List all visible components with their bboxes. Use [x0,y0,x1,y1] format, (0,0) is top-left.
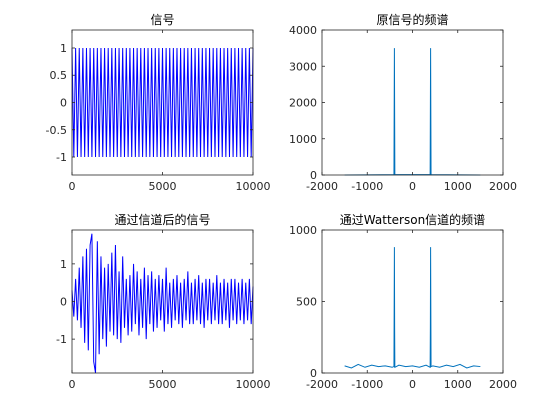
axes-title: 通过Watterson信道的频谱 [340,212,485,227]
axes-background [322,30,503,175]
x-tick-label: -1000 [351,378,383,391]
y-tick-label: 500 [296,296,317,309]
axes-title: 原信号的频谱 [376,12,448,27]
y-tick-label: -1 [56,333,67,346]
y-tick-label: 0 [310,367,317,380]
x-tick-label: 0 [409,180,416,193]
x-tick-label: -1000 [351,180,383,193]
y-tick-label: 3000 [289,60,317,73]
y-tick-label: 2000 [289,97,317,110]
x-tick-label: 2000 [489,180,517,193]
x-tick-label: 1000 [444,378,472,391]
y-tick-label: 0 [310,169,317,182]
y-tick-label: -1 [56,151,67,164]
x-tick-label: 2000 [489,378,517,391]
x-tick-label: 0 [69,378,76,391]
x-tick-label: 5000 [149,180,177,193]
y-tick-label: 1 [60,258,67,271]
x-tick-label: 10000 [236,180,271,193]
x-tick-label: -2000 [306,180,338,193]
x-tick-label: 5000 [149,378,177,391]
y-tick-label: -0.5 [46,124,67,137]
axes-title: 信号 [150,13,174,27]
x-tick-label: -2000 [306,378,338,391]
axes-title: 通过信道后的信号 [114,212,210,227]
x-tick-label: 1000 [444,180,472,193]
signal-line [344,247,481,369]
signal-line [71,233,254,374]
y-tick-label: 4000 [289,24,317,37]
y-tick-label: 0 [60,296,67,309]
axes-background [322,230,503,373]
y-tick-label: 1 [60,42,67,55]
y-tick-label: 0 [60,97,67,110]
y-tick-label: 0.5 [50,69,68,82]
y-tick-label: 1000 [289,133,317,146]
y-tick-label: 1000 [289,224,317,237]
x-tick-label: 10000 [236,378,271,391]
signal-line [71,47,254,158]
x-tick-label: 0 [69,180,76,193]
x-tick-label: 0 [409,378,416,391]
